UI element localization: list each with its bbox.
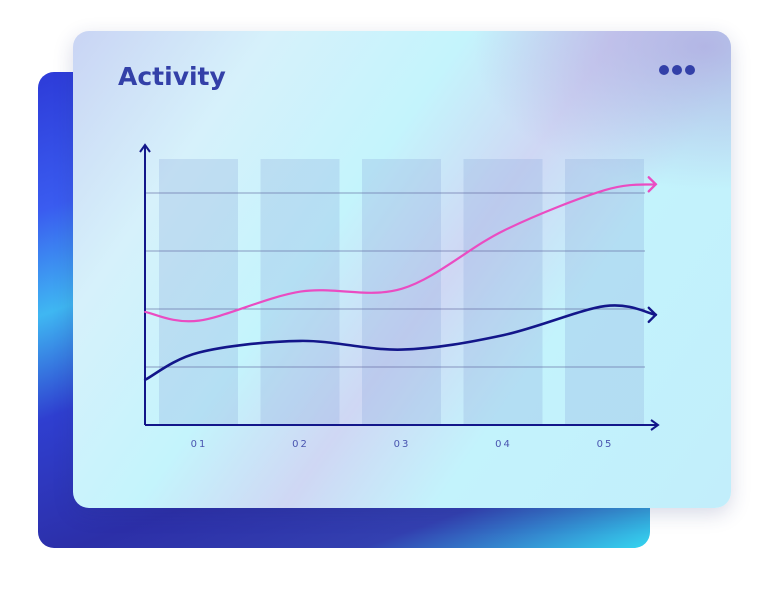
more-horizontal-icon[interactable] — [659, 65, 695, 75]
series-line-1 — [144, 183, 657, 323]
x-tick-label: 04 — [495, 439, 512, 450]
activity-card: Activity — [73, 31, 731, 508]
y-axis — [139, 143, 151, 425]
background-bar — [159, 159, 238, 425]
series-arrow-2 — [647, 306, 658, 323]
x-tick-label: 01 — [191, 439, 208, 450]
card-title: Activity — [118, 62, 226, 91]
series-arrow-1 — [647, 176, 658, 193]
x-tick-label: 02 — [292, 439, 309, 450]
series-line-2 — [143, 304, 658, 382]
x-tick-label: 05 — [597, 439, 614, 450]
x-tick-label: 03 — [394, 439, 411, 450]
background-bar — [565, 159, 644, 425]
x-axis — [145, 419, 660, 431]
background-bar — [463, 159, 543, 425]
